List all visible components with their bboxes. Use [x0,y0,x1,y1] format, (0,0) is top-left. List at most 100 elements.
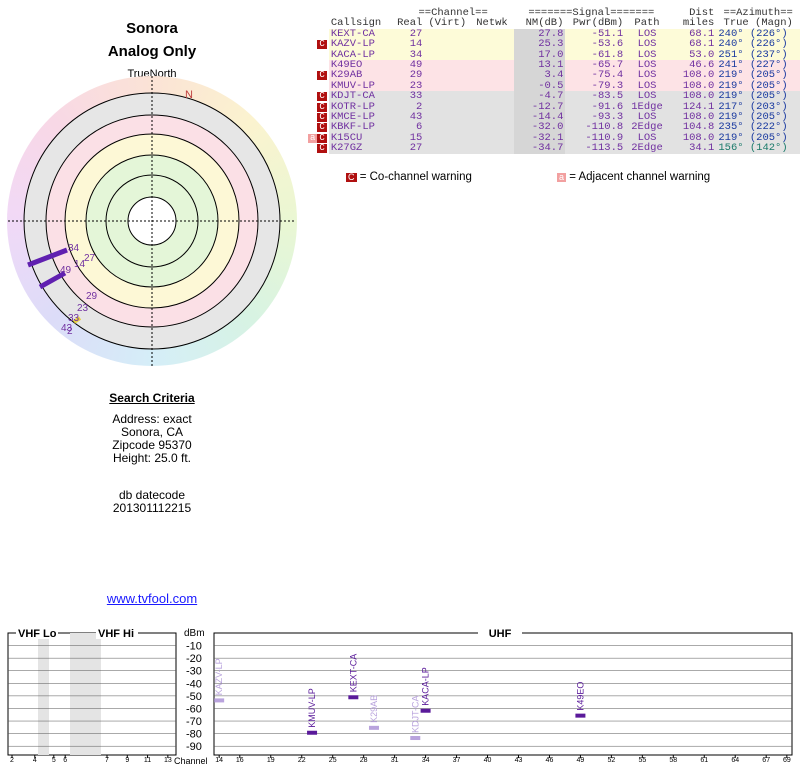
x-tick-label: 13 [164,757,172,764]
y-tick-label: -40 [186,678,202,690]
path-cell: 1Edge [625,101,669,112]
warning-cell: C [306,101,329,113]
y-tick-label: -90 [186,741,202,753]
nm-cell: -4.7 [513,91,566,102]
signal-marker [575,713,586,718]
azimuth-cell: 219° (205°) [716,91,800,102]
dist-cell: 68.1 [668,28,717,39]
station-row: C KDJT-CA 33 -4.7 -83.5 LOS 108.0 219° (205°) [306,91,800,102]
empty-cell [424,39,471,50]
title: Sonora [126,20,178,37]
real-cell: 27 [392,28,425,39]
callsign-cell: KOTR-LP [328,101,393,112]
group-header: ==Azimuth== [723,7,793,19]
dist-cell: 34.1 [668,143,717,154]
pwr-cell: -53.6 [565,39,626,50]
empty-cell [470,80,514,92]
station-label: KEXT-CA [348,654,358,693]
path-cell: LOS [625,132,669,143]
station-row: C KMCE-LP 43 -14.4 -93.3 LOS 108.0 219° (205°) [306,112,800,123]
x-tick-label: 19 [267,757,275,764]
y-tick-label: -60 [186,703,202,715]
azimuth-cell: 219° (205°) [716,132,800,143]
real-cell: 34 [392,49,425,60]
station-row: KMUV-LP 23 -0.5 -79.3 LOS 108.0 219° (205°) [306,80,800,92]
empty-cell [424,49,471,61]
azimuth-cell: 219° (205°) [716,112,800,123]
empty-cell [424,60,471,71]
warning-cell: C [306,143,329,154]
signal-marker [368,725,379,730]
empty-cell [424,80,471,92]
x-tick-label: 25 [329,757,337,764]
x-tick-label: 5 [52,757,56,764]
callsign-cell: KMUV-LP [328,80,393,91]
warning-cell [306,49,329,61]
polar-label: 14 [74,259,86,270]
station-label: KAZV-LP [214,658,224,695]
empty-cell [470,143,514,154]
pwr-cell: -83.5 [565,91,626,102]
column-header: (Virt) [428,17,467,30]
station-label: KMUV-LP [307,688,317,728]
station-row: C KAZV-LP 14 25.3 -53.6 LOS 68.1 240° (226°) [306,39,800,50]
polar-label: 49 [60,265,72,276]
warning-cell [306,60,329,71]
pwr-cell: -65.7 [565,60,626,70]
callsign-cell: KAZV-LP [328,39,393,50]
column-header: Pwr(dBm) [572,17,624,30]
criteria-line: Height: 25.0 ft. [112,451,192,465]
criteria-line: Address: exact [112,412,192,426]
station-label: KACA-LP [421,667,431,706]
warning-cell: C [306,39,329,50]
x-tick-label: 2 [10,757,14,764]
x-tick-label: 6 [63,757,67,764]
callsign-cell: KACA-LP [328,49,393,60]
site-link[interactable]: www.tvfool.com [106,591,198,606]
warning-cell: C [306,112,329,123]
path-cell: LOS [625,80,669,91]
column-header: Netwk [476,17,508,30]
column-header: True (Magn) [723,17,793,30]
y-tick-label: -70 [186,716,202,728]
station-label: K29AB [369,695,379,723]
x-tick-label: 11 [144,757,151,764]
pwr-cell: -110.8 [565,122,626,133]
pwr-cell: -91.6 [565,101,626,112]
y-tick-label: -20 [186,653,202,665]
x-tick-label: 37 [453,757,461,764]
pwr-cell: -93.3 [565,112,626,123]
band-label-bg [16,627,58,639]
empty-cell [470,49,514,61]
x-tick-label: 67 [762,757,770,764]
co-channel-flag: C [317,132,327,143]
dist-cell: 46.6 [668,60,717,70]
real-cell: 33 [392,91,425,102]
station-row: K49EO 49 13.1 -65.7 LOS 46.6 241° (227°) [306,60,800,70]
station-row: C KOTR-LP 2 -12.7 -91.6 1Edge 124.1 217° (203°) [306,101,800,113]
azimuth-cell: 240° (226°) [716,39,800,50]
x-tick-label: 52 [607,757,615,764]
signal-marker [348,695,359,700]
x-tick-label: 28 [360,757,368,764]
path-cell: LOS [625,70,669,81]
co-channel-flag: C [317,70,327,81]
nm-cell: 13.1 [513,60,566,70]
group-header: Dist [689,7,715,19]
band-label: VHF Lo [18,628,57,640]
empty-cell [424,132,471,144]
azimuth-cell: 217° (203°) [716,101,800,112]
path-cell: 2Edge [625,143,669,154]
empty-cell [424,28,471,40]
x-tick-label: 9 [125,757,129,764]
nm-cell: -0.5 [513,80,566,91]
callsign-cell: K27GZ [328,143,393,154]
dist-cell: 108.0 [668,132,717,143]
co-channel-flag: C [317,143,327,154]
azimuth-cell: 240° (226°) [716,28,800,39]
station-row: C KBKF-LP 6 -32.0 -110.8 2Edge 104.8 235° (222°… [306,122,800,133]
x-axis-label: Channel [174,756,208,766]
band-label: UHF [489,628,512,640]
pwr-cell: -75.4 [565,70,626,81]
signal-marker [420,708,431,713]
